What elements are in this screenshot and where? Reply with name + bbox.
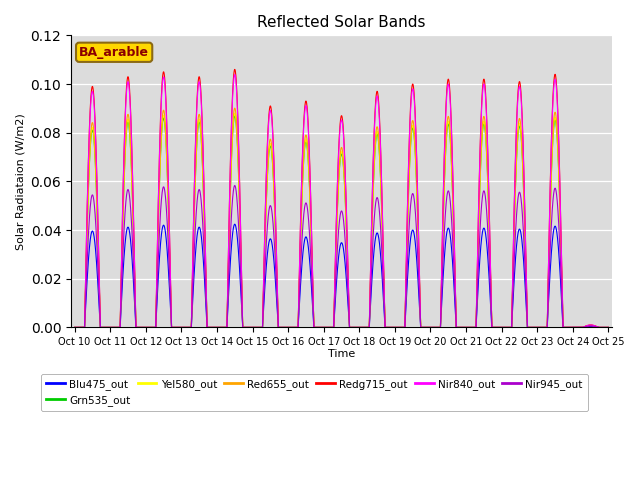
Nir840_out (271, 179, 278, 184)
Nir945_out (71, 324, 79, 330)
Nir840_out (603, 324, 611, 330)
Red655_out (185, 324, 193, 330)
Yel580_out (71, 324, 79, 330)
Yel580_out (491, 324, 499, 330)
Title: Reflected Solar Bands: Reflected Solar Bands (257, 15, 426, 30)
Blu475_out (231, 221, 239, 227)
Blu475_out (605, 324, 612, 330)
Blu475_out (179, 324, 187, 330)
Line: Grn535_out: Grn535_out (75, 116, 609, 327)
Grn535_out (415, 267, 423, 273)
Yel580_out (271, 201, 278, 207)
Yel580_out (603, 324, 611, 330)
Red655_out (179, 324, 187, 330)
Red655_out (271, 198, 278, 204)
Redg715_out (271, 176, 278, 181)
Blu475_out (271, 265, 278, 271)
Legend: Blu475_out, Grn535_out, Yel580_out, Red655_out, Redg715_out, Nir840_out, Nir945_: Blu475_out, Grn535_out, Yel580_out, Red6… (41, 373, 588, 411)
Redg715_out (415, 255, 423, 261)
Yel580_out (179, 324, 187, 330)
Redg715_out (179, 324, 187, 330)
Redg715_out (231, 67, 239, 72)
Grn535_out (605, 324, 612, 330)
Blu475_out (415, 297, 423, 302)
Grn535_out (71, 324, 79, 330)
Blu475_out (185, 324, 193, 330)
Nir945_out (491, 324, 499, 330)
Blu475_out (71, 324, 79, 330)
Red655_out (415, 265, 423, 271)
Nir840_out (71, 324, 79, 330)
Yel580_out (415, 266, 423, 272)
Nir840_out (179, 324, 187, 330)
Red655_out (71, 324, 79, 330)
Nir945_out (185, 324, 193, 330)
Line: Blu475_out: Blu475_out (75, 224, 609, 327)
Blu475_out (603, 324, 611, 330)
Yel580_out (231, 110, 239, 116)
Nir945_out (605, 324, 612, 330)
Nir945_out (603, 324, 611, 330)
Nir840_out (185, 324, 193, 330)
Redg715_out (185, 324, 193, 330)
Line: Yel580_out: Yel580_out (75, 113, 609, 327)
Line: Redg715_out: Redg715_out (75, 70, 609, 327)
Nir945_out (415, 286, 423, 292)
Y-axis label: Solar Radiataion (W/m2): Solar Radiataion (W/m2) (15, 113, 25, 250)
Grn535_out (185, 324, 193, 330)
Red655_out (605, 324, 612, 330)
Nir945_out (271, 242, 278, 248)
Nir945_out (179, 324, 187, 330)
Grn535_out (603, 324, 611, 330)
Nir840_out (231, 72, 239, 77)
Grn535_out (491, 324, 499, 330)
Text: BA_arable: BA_arable (79, 46, 149, 59)
Red655_out (231, 105, 239, 111)
Nir840_out (605, 324, 612, 330)
Redg715_out (491, 324, 499, 330)
Redg715_out (71, 324, 79, 330)
Grn535_out (271, 203, 278, 208)
Red655_out (603, 324, 611, 330)
Blu475_out (491, 324, 499, 330)
Grn535_out (179, 324, 187, 330)
Nir840_out (415, 256, 423, 262)
Redg715_out (605, 324, 612, 330)
Line: Nir945_out: Nir945_out (75, 185, 609, 327)
Nir945_out (231, 182, 239, 188)
Line: Red655_out: Red655_out (75, 108, 609, 327)
Nir840_out (491, 324, 499, 330)
Yel580_out (185, 324, 193, 330)
Yel580_out (605, 324, 612, 330)
X-axis label: Time: Time (328, 348, 355, 359)
Red655_out (491, 324, 499, 330)
Line: Nir840_out: Nir840_out (75, 74, 609, 327)
Redg715_out (603, 324, 611, 330)
Grn535_out (231, 113, 239, 119)
